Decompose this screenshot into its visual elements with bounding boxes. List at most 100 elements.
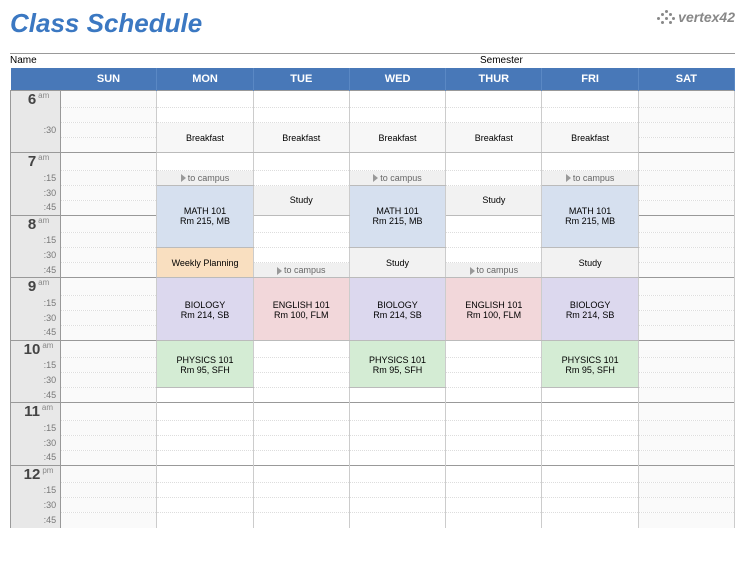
time-label: :30 [11,373,61,388]
empty-cell [61,90,157,108]
empty-cell [446,465,542,483]
empty-cell [446,435,542,450]
empty-cell [61,295,157,310]
empty-cell [446,153,542,171]
empty-cell [157,420,253,435]
empty-cell [253,513,349,528]
empty-cell [638,325,734,340]
time-label: 9am [11,278,61,296]
empty-cell [349,513,445,528]
empty-cell [61,498,157,513]
logo: vertex42 [657,8,735,26]
name-label: Name [10,53,480,66]
empty-cell [253,403,349,421]
empty-cell [638,90,734,108]
empty-cell [542,498,638,513]
empty-cell [253,233,349,248]
time-label: :15 [11,295,61,310]
time-row: :15to campusto campusto campus [11,170,735,185]
empty-cell [61,388,157,403]
empty-cell [349,90,445,108]
empty-cell [349,153,445,171]
empty-cell [61,325,157,340]
empty-cell [157,153,253,171]
empty-cell [638,248,734,263]
empty-cell [542,450,638,465]
empty-cell [61,248,157,263]
time-label: :15 [11,358,61,373]
schedule-event: Study [446,185,542,215]
empty-cell [253,483,349,498]
empty-cell [446,388,542,403]
time-row: :30MATH 101Rm 215, MBStudyMATH 101Rm 215… [11,185,735,200]
empty-cell [638,215,734,233]
schedule-event: MATH 101Rm 215, MB [157,185,253,248]
schedule-event: PHYSICS 101Rm 95, SFH [157,340,253,388]
time-row: 7am [11,153,735,171]
empty-cell [446,170,542,185]
empty-cell [638,170,734,185]
empty-cell [638,358,734,373]
time-label: :30 [11,123,61,138]
day-thu: THUR [446,68,542,90]
empty-cell [638,108,734,123]
empty-cell [61,108,157,123]
empty-cell [349,483,445,498]
empty-cell [349,450,445,465]
schedule-event: Breakfast [253,123,349,153]
time-label: :15 [11,483,61,498]
time-row: :45 [11,450,735,465]
time-label: 11am [11,403,61,421]
time-row [11,108,735,123]
schedule-event: to campus [542,170,638,185]
empty-cell [542,108,638,123]
time-label: 8am [11,215,61,233]
empty-cell [349,435,445,450]
empty-cell [61,170,157,185]
empty-cell [446,233,542,248]
schedule-event: Breakfast [349,123,445,153]
empty-cell [349,465,445,483]
day-sat: SAT [638,68,734,90]
schedule-event: to campus [446,263,542,278]
empty-cell [638,233,734,248]
empty-cell [61,310,157,325]
empty-cell [61,123,157,138]
empty-cell [61,263,157,278]
empty-cell [446,90,542,108]
empty-cell [446,215,542,233]
empty-cell [61,340,157,358]
logo-text: vertex42 [678,9,735,25]
time-label [11,138,61,153]
empty-cell [157,465,253,483]
schedule-event: BIOLOGYRm 214, SB [349,278,445,341]
time-row: :30 [11,498,735,513]
empty-cell [253,435,349,450]
empty-cell [638,200,734,215]
empty-cell [638,403,734,421]
schedule-event: Study [542,248,638,278]
empty-cell [638,373,734,388]
empty-cell [446,403,542,421]
time-label: :30 [11,248,61,263]
empty-cell [446,358,542,373]
empty-cell [349,420,445,435]
empty-cell [638,465,734,483]
schedule-event: Breakfast [157,123,253,153]
empty-cell [542,420,638,435]
empty-cell [61,278,157,296]
time-row: :45 [11,388,735,403]
day-header-row: SUN MON TUE WED THUR FRI SAT [11,68,735,90]
time-row: :15 [11,483,735,498]
empty-cell [61,233,157,248]
empty-cell [446,513,542,528]
schedule-event: Breakfast [446,123,542,153]
empty-cell [542,153,638,171]
time-label: :15 [11,420,61,435]
schedule-event: ENGLISH 101Rm 100, FLM [446,278,542,341]
time-label: :30 [11,435,61,450]
empty-cell [61,358,157,373]
time-label: 7am [11,153,61,171]
schedule-event: MATH 101Rm 215, MB [542,185,638,248]
empty-cell [253,450,349,465]
